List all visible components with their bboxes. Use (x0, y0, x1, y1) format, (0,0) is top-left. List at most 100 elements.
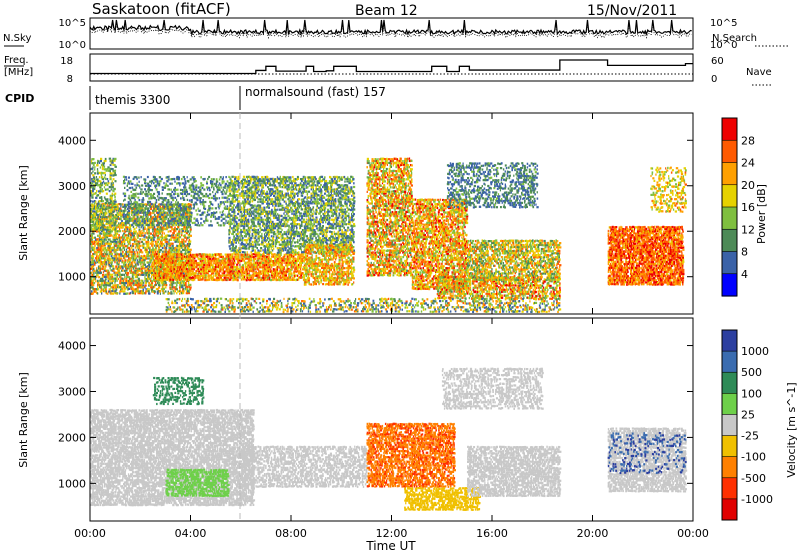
data-cell (127, 253, 130, 256)
data-cell (208, 205, 211, 208)
data-cell (109, 206, 112, 209)
data-cell (165, 262, 167, 265)
data-cell (184, 268, 187, 271)
data-cell (154, 178, 157, 181)
data-cell (161, 186, 164, 189)
data-cell (91, 256, 93, 259)
data-cell (178, 232, 181, 235)
data-cell (217, 217, 220, 220)
data-cell (154, 248, 156, 251)
data-cell (145, 215, 148, 218)
data-cell (175, 192, 177, 195)
data-cell (121, 203, 123, 206)
data-cell (209, 253, 212, 256)
data-cell (147, 219, 149, 222)
data-cell (138, 253, 140, 256)
data-cell (201, 255, 203, 258)
data-cell (91, 190, 94, 193)
data-cell (275, 255, 278, 259)
data-cell (111, 292, 114, 295)
data-cell (108, 212, 111, 215)
data-cell (190, 190, 193, 193)
data-cell (156, 261, 159, 265)
data-cell (125, 279, 128, 283)
data-cell (91, 245, 93, 248)
data-cell (155, 255, 157, 258)
data-cell (165, 215, 168, 218)
data-cell (119, 217, 122, 221)
data-cell (130, 261, 133, 264)
data-cell (108, 157, 112, 160)
data-cell (159, 278, 162, 282)
data-cell (130, 251, 132, 254)
data-cell (192, 190, 194, 194)
data-cell (148, 219, 150, 223)
data-cell (221, 177, 224, 181)
data-cell (108, 246, 111, 249)
data-cell (158, 196, 160, 199)
data-cell (184, 223, 187, 226)
data-cell (153, 205, 156, 208)
data-cell (124, 276, 126, 279)
data-cell (177, 219, 179, 222)
data-cell (168, 188, 171, 191)
data-cell (211, 196, 213, 199)
data-cell (130, 257, 133, 260)
data-cell (132, 243, 135, 246)
data-cell (134, 253, 136, 256)
data-cell (141, 234, 143, 237)
data-cell (173, 238, 175, 241)
data-cell (163, 244, 165, 247)
data-cell (113, 290, 115, 293)
data-cell (149, 219, 152, 223)
data-cell (104, 228, 107, 231)
data-cell (124, 198, 126, 201)
data-cell (138, 184, 141, 187)
data-cell (104, 258, 106, 262)
data-cell (256, 265, 258, 268)
data-cell (176, 288, 178, 291)
data-cell (93, 273, 95, 276)
data-cell (141, 269, 143, 273)
noise-search-label: N.Search (712, 33, 757, 44)
data-cell (153, 276, 156, 279)
data-cell (157, 264, 160, 267)
data-cell (98, 184, 100, 187)
data-cell (164, 240, 166, 244)
data-cell (126, 265, 129, 268)
data-cell (190, 211, 193, 215)
data-cell (226, 221, 228, 224)
data-cell (169, 253, 172, 256)
data-cell (186, 203, 189, 206)
data-cell (178, 281, 181, 284)
data-cell (112, 236, 114, 239)
data-cell (193, 268, 195, 271)
data-cell (126, 213, 128, 216)
data-cell (97, 281, 100, 284)
data-cell (187, 257, 190, 260)
data-cell (120, 257, 123, 260)
data-cell (137, 288, 139, 291)
data-cell (117, 248, 119, 251)
data-cell (165, 248, 167, 251)
data-cell (119, 273, 122, 276)
data-cell (168, 244, 170, 247)
data-cell (123, 182, 126, 185)
data-cell (170, 213, 172, 216)
data-cell (176, 270, 178, 273)
data-cell (250, 274, 252, 277)
data-cell (156, 209, 158, 212)
data-cell (129, 238, 132, 241)
data-cell (162, 279, 164, 283)
data-cell (114, 257, 116, 260)
data-cell (110, 263, 113, 266)
data-cell (204, 279, 207, 282)
data-cell (156, 217, 159, 220)
data-cell (198, 224, 201, 227)
data-cell (95, 269, 99, 272)
data-cell (222, 222, 225, 225)
data-cell (143, 229, 145, 233)
data-cell (163, 255, 166, 258)
data-cell (167, 200, 170, 204)
data-cell (188, 274, 191, 277)
